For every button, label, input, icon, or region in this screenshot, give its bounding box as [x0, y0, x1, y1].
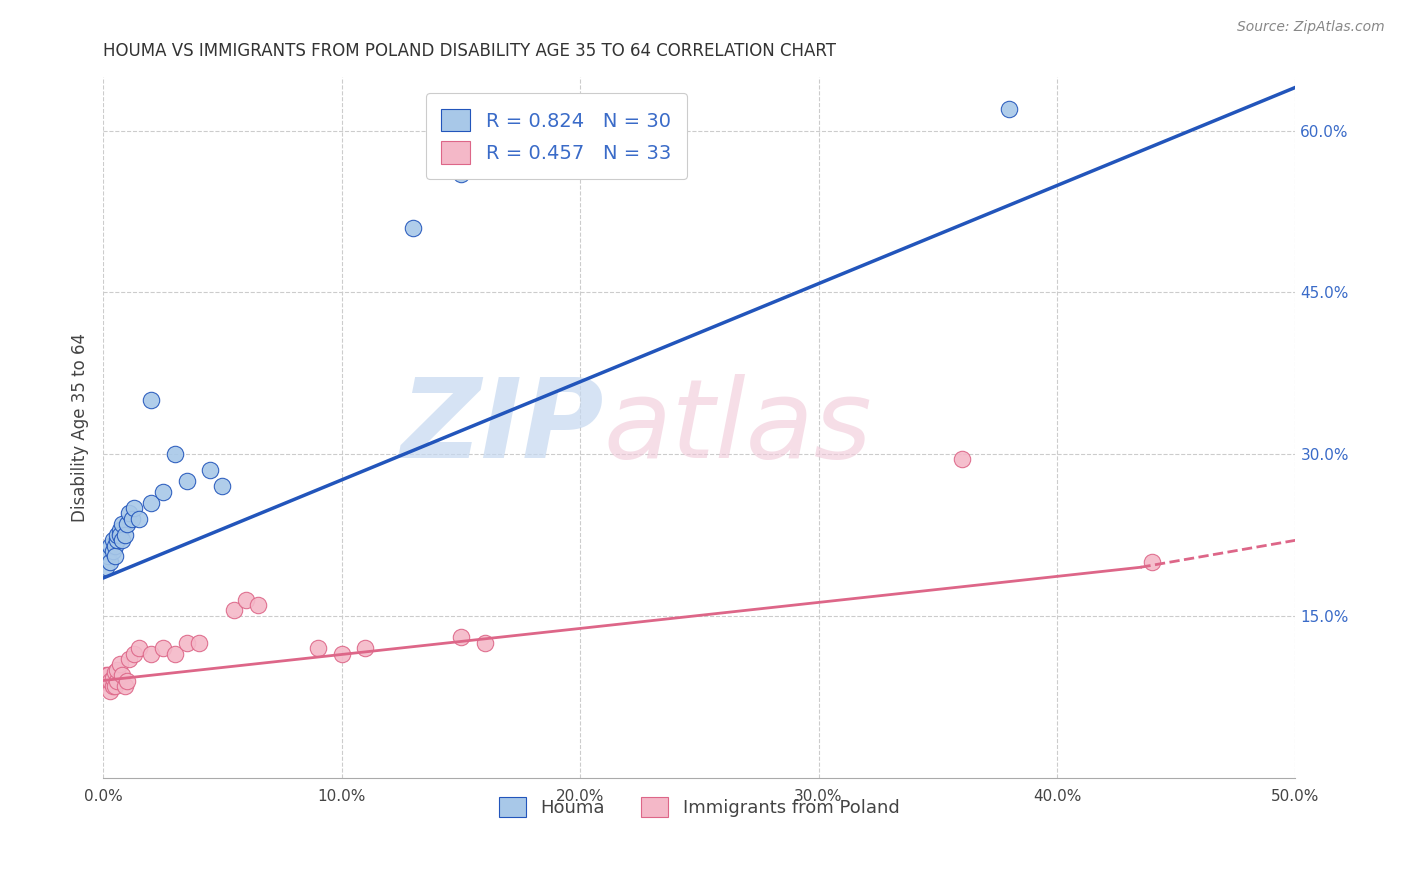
Text: ZIP: ZIP	[401, 374, 605, 481]
Point	[224, 603, 246, 617]
Point	[107, 673, 129, 688]
Point	[139, 647, 162, 661]
Point	[1142, 555, 1164, 569]
Point	[121, 512, 143, 526]
Point	[247, 598, 270, 612]
Point	[950, 452, 973, 467]
Point	[104, 539, 127, 553]
Point	[128, 641, 150, 656]
Point	[114, 528, 136, 542]
Y-axis label: Disability Age 35 to 64: Disability Age 35 to 64	[72, 333, 89, 522]
Point	[402, 220, 425, 235]
Point	[97, 668, 120, 682]
Point	[118, 507, 141, 521]
Point	[235, 592, 257, 607]
Point	[115, 517, 138, 532]
Point	[98, 555, 121, 569]
Point	[176, 474, 198, 488]
Point	[122, 647, 145, 661]
Point	[163, 647, 186, 661]
Point	[139, 393, 162, 408]
Point	[211, 479, 233, 493]
Point	[101, 544, 124, 558]
Point	[450, 167, 472, 181]
Point	[176, 636, 198, 650]
Point	[104, 549, 127, 564]
Point	[97, 549, 120, 564]
Point	[98, 539, 121, 553]
Point	[111, 517, 134, 532]
Point	[187, 636, 209, 650]
Point	[139, 495, 162, 509]
Point	[111, 668, 134, 682]
Point	[108, 528, 131, 542]
Point	[152, 484, 174, 499]
Point	[94, 560, 117, 574]
Point	[104, 665, 127, 679]
Point	[152, 641, 174, 656]
Text: atlas: atlas	[605, 374, 873, 481]
Point	[97, 675, 120, 690]
Legend: Houma, Immigrants from Poland: Houma, Immigrants from Poland	[492, 789, 907, 824]
Point	[104, 679, 127, 693]
Point	[98, 673, 121, 688]
Point	[94, 668, 117, 682]
Point	[122, 500, 145, 515]
Point	[101, 671, 124, 685]
Point	[307, 641, 329, 656]
Point	[101, 533, 124, 548]
Point	[108, 657, 131, 672]
Point	[354, 641, 377, 656]
Point	[111, 533, 134, 548]
Point	[128, 512, 150, 526]
Point	[115, 673, 138, 688]
Text: Source: ZipAtlas.com: Source: ZipAtlas.com	[1237, 20, 1385, 34]
Point	[998, 102, 1021, 116]
Point	[107, 528, 129, 542]
Point	[200, 463, 222, 477]
Point	[107, 663, 129, 677]
Point	[101, 679, 124, 693]
Point	[163, 447, 186, 461]
Point	[118, 652, 141, 666]
Text: HOUMA VS IMMIGRANTS FROM POLAND DISABILITY AGE 35 TO 64 CORRELATION CHART: HOUMA VS IMMIGRANTS FROM POLAND DISABILI…	[103, 42, 837, 60]
Point	[474, 636, 496, 650]
Point	[98, 684, 121, 698]
Point	[450, 631, 472, 645]
Point	[107, 533, 129, 548]
Point	[114, 679, 136, 693]
Point	[330, 647, 353, 661]
Point	[108, 523, 131, 537]
